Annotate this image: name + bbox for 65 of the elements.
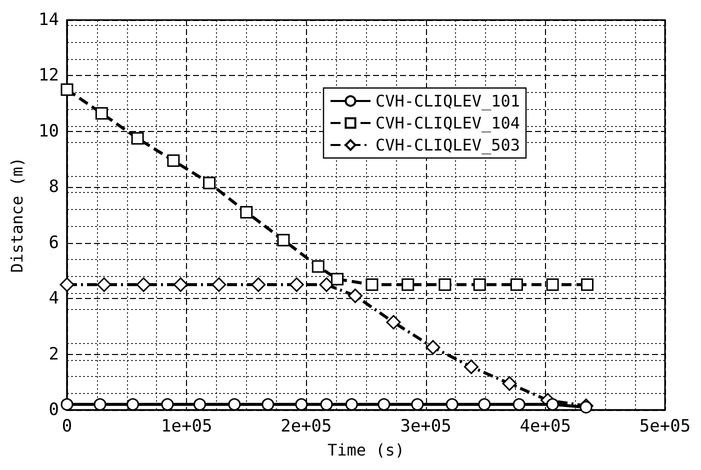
point (312, 260, 324, 273)
point (446, 398, 458, 411)
point (262, 398, 274, 411)
x-tick-label: 0 (62, 416, 72, 436)
point (464, 360, 478, 374)
x-tick-label: 4e+05 (520, 416, 571, 436)
point (438, 278, 452, 291)
point (212, 277, 226, 292)
x-tick-label: 1e+05 (161, 416, 212, 436)
point (96, 277, 112, 292)
y-tick-label: 6 (48, 232, 59, 253)
point (228, 398, 241, 411)
point (95, 107, 108, 120)
point (580, 400, 592, 414)
legend-label: CVH-CLIQLEV_503 (376, 136, 520, 154)
point (478, 398, 491, 411)
legend-label: CVH-CLIQLEV_101 (376, 92, 520, 110)
point (251, 277, 266, 292)
legend-label: CVH-CLIQLEV_104 (376, 114, 520, 132)
point (546, 398, 559, 411)
point (131, 132, 144, 145)
point (331, 272, 344, 286)
point (473, 278, 486, 291)
y-tick-label: 0 (48, 400, 59, 420)
point (167, 154, 180, 167)
y-tick-label: 4 (48, 288, 59, 309)
point (289, 277, 304, 292)
x-tick-label: 2e+05 (280, 416, 332, 436)
point (277, 234, 290, 246)
y-tick-label: 8 (48, 177, 59, 198)
point (136, 277, 151, 292)
point (240, 206, 253, 218)
point (581, 278, 594, 291)
point (411, 398, 424, 411)
y-axis-title: Distance (m) (8, 157, 26, 273)
point (512, 398, 526, 411)
point (426, 340, 440, 355)
point (366, 278, 378, 291)
point (194, 398, 206, 411)
point (378, 398, 390, 411)
point (386, 315, 401, 330)
point (295, 398, 308, 411)
point (510, 278, 523, 291)
point (348, 288, 362, 304)
point (502, 376, 517, 391)
point (60, 277, 74, 292)
x-tick-label: 3e+05 (400, 416, 452, 436)
point (161, 398, 174, 411)
point (126, 398, 140, 411)
point (60, 398, 74, 411)
point (173, 277, 188, 292)
point (320, 398, 333, 411)
point (319, 277, 334, 292)
point (345, 398, 358, 411)
x-axis-title: Time (s) (327, 440, 405, 460)
point (203, 176, 216, 190)
x-tick-label: 5e+05 (639, 416, 691, 436)
point (402, 278, 414, 291)
y-tick-label: 12 (38, 66, 59, 86)
point (546, 278, 559, 291)
point (60, 83, 74, 96)
y-tick-label: 10 (38, 121, 59, 142)
point (94, 398, 106, 411)
y-tick-label: 14 (38, 10, 59, 30)
y-tick-label: 2 (48, 344, 59, 364)
